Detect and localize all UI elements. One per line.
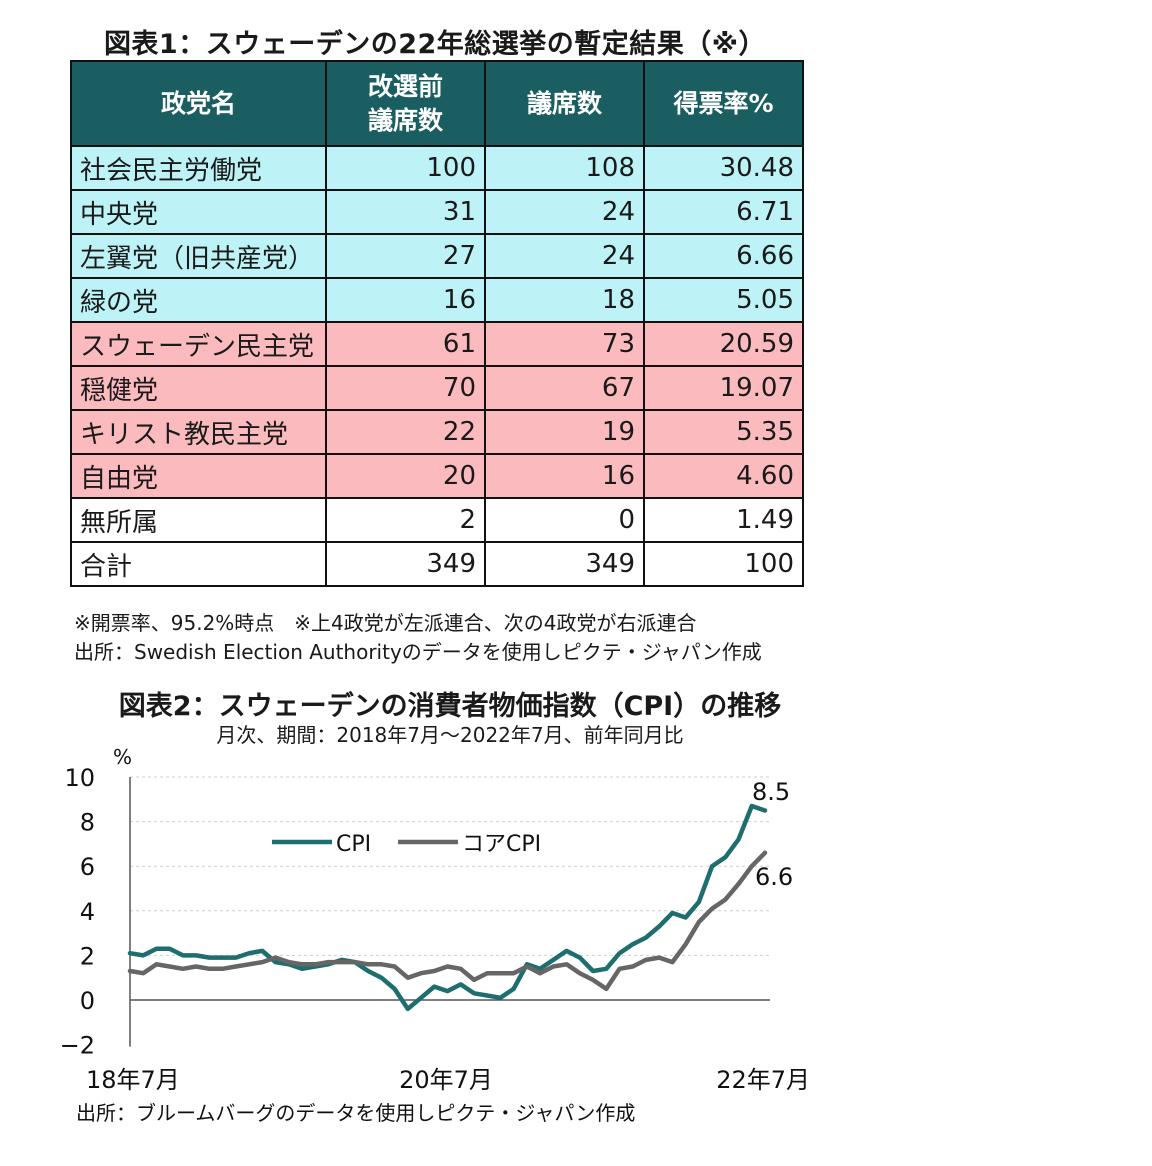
legend-label-core-cpi: コアCPI (462, 832, 541, 857)
cpi-chart: CPI コアCPI 10 8 6 4 2 0 −2% 18年7月 20年7月 22年7月 8.5 6.6… (60, 745, 810, 1125)
y-tick-label: 4 (80, 898, 95, 926)
cell-party: スウェーデン民主党 (70, 321, 327, 367)
cell-seats-before: 100 (325, 145, 486, 191)
table-row: 穏健党 70 67 19.07 (70, 365, 804, 411)
cell-vote-share: 5.05 (643, 277, 804, 323)
table-row: 無所属 2 0 1.49 (70, 497, 804, 543)
cell-vote-share: 6.66 (643, 233, 804, 279)
table-note: ※開票率、95.2%時点 ※上4政党が左派連合、次の4政党が右派連合 (74, 611, 697, 635)
header-seats-before: 改選前 議席数 (325, 60, 486, 147)
cell-seats-before: 20 (325, 453, 486, 499)
cell-seats-before: 22 (325, 409, 486, 455)
cell-party: キリスト教民主党 (70, 409, 327, 455)
cell-party: 社会民主労働党 (70, 145, 327, 191)
cell-party: 緑の党 (70, 277, 327, 323)
election-results-table: 政党名 改選前 議席数 議席数 得票率% 社会民主労働党 100 108 30.48 中… (70, 60, 804, 587)
y-tick-label: 6 (80, 853, 95, 881)
table-row: 緑の党 16 18 5.05 (70, 277, 804, 323)
cell-seats: 67 (484, 365, 645, 411)
chart-source: 出所：ブルームバーグのデータを使用しピクテ・ジャパン作成 (76, 1101, 635, 1125)
y-tick-label: 10 (64, 764, 95, 792)
table-row: 社会民主労働党 100 108 30.48 (70, 145, 804, 191)
cell-vote-share: 100 (643, 541, 804, 587)
cell-vote-share: 30.48 (643, 145, 804, 191)
legend-label-cpi: CPI (336, 832, 371, 857)
table-row: 合計 349 349 100 (70, 541, 804, 587)
x-tick-label: 18年7月 (86, 1066, 180, 1094)
cell-seats-before: 27 (325, 233, 486, 279)
y-axis-unit: % (113, 745, 132, 769)
cell-seats: 24 (484, 233, 645, 279)
table-title: 図表1：スウェーデンの22年総選挙の暫定結果（※） (103, 29, 767, 60)
cell-vote-share: 20.59 (643, 321, 804, 367)
table-row: キリスト教民主党 22 19 5.35 (70, 409, 804, 455)
header-seats: 議席数 (484, 60, 645, 147)
core-cpi-line (127, 850, 768, 992)
table-header-row: 政党名 改選前 議席数 議席数 得票率% (70, 60, 804, 147)
x-tick-label: 22年7月 (716, 1066, 810, 1094)
y-tick-label: −2 (60, 1032, 95, 1060)
table-row: 中央党 31 24 6.71 (70, 189, 804, 235)
cell-vote-share: 19.07 (643, 365, 804, 411)
cell-seats: 19 (484, 409, 645, 455)
cpi-line (127, 803, 768, 1012)
cell-party: 左翼党（旧共産党） (70, 233, 327, 279)
cell-seats: 16 (484, 453, 645, 499)
cell-party: 合計 (70, 541, 327, 587)
header-party: 政党名 (70, 60, 327, 147)
cell-seats: 349 (484, 541, 645, 587)
y-tick-label: 2 (80, 942, 95, 970)
y-tick-label: 0 (80, 987, 95, 1015)
cell-seats: 24 (484, 189, 645, 235)
table-row: スウェーデン民主党 61 73 20.59 (70, 321, 804, 367)
cell-seats-before: 349 (325, 541, 486, 587)
cell-party: 中央党 (70, 189, 327, 235)
y-tick-label: 8 (80, 809, 95, 837)
cell-seats-before: 61 (325, 321, 486, 367)
cell-seats-before: 70 (325, 365, 486, 411)
cell-seats-before: 31 (325, 189, 486, 235)
chart-subtitle: 月次、期間：2018年7月～2022年7月、前年同月比 (216, 723, 684, 747)
cpi-last-value-label: 8.5 (752, 778, 790, 806)
core-cpi-last-value-label: 6.6 (755, 863, 793, 891)
table-row: 左翼党（旧共産党） 27 24 6.66 (70, 233, 804, 279)
cell-seats: 18 (484, 277, 645, 323)
cell-party: 穏健党 (70, 365, 327, 411)
header-vote-share: 得票率% (643, 60, 804, 147)
cell-seats: 73 (484, 321, 645, 367)
cell-seats: 0 (484, 497, 645, 543)
cell-seats: 108 (484, 145, 645, 191)
cell-party: 無所属 (70, 497, 327, 543)
cell-vote-share: 1.49 (643, 497, 804, 543)
chart-title: 図表2：スウェーデンの消費者物価指数（CPI）の推移 (118, 691, 782, 722)
cell-seats-before: 2 (325, 497, 486, 543)
cell-vote-share: 4.60 (643, 453, 804, 499)
cell-seats-before: 16 (325, 277, 486, 323)
cell-vote-share: 5.35 (643, 409, 804, 455)
table-row: 自由党 20 16 4.60 (70, 453, 804, 499)
cell-party: 自由党 (70, 453, 327, 499)
cell-vote-share: 6.71 (643, 189, 804, 235)
x-tick-label: 20年7月 (399, 1066, 493, 1094)
table-source: 出所：Swedish Election Authorityのデータを使用しピクテ… (74, 640, 762, 664)
